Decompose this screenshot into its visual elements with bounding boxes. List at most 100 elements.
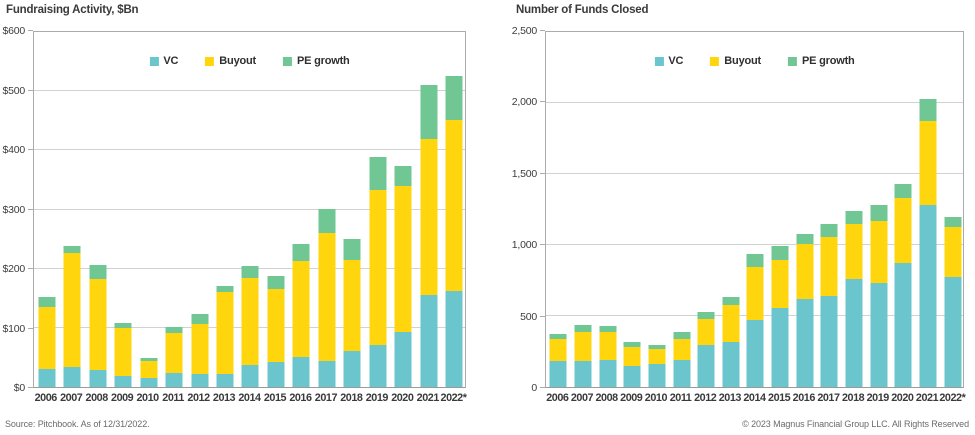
x-axis-label: 2006 <box>34 392 58 404</box>
bar-slot <box>212 32 237 387</box>
y-axis-label: 2,000 <box>511 96 537 109</box>
bar-segment-vc <box>38 368 56 387</box>
bar-segment-pe-growth <box>919 99 937 122</box>
x-axis-label: 2009 <box>111 392 134 404</box>
bar-slot <box>645 32 670 387</box>
bar-slot <box>34 32 59 387</box>
fundraising-plot-area: VC Buyout PE growth <box>33 31 466 388</box>
bar-slot <box>768 32 793 387</box>
x-axis-label: 2012 <box>694 392 717 404</box>
y-axis-tick <box>28 30 33 31</box>
bar-segment-pe-growth <box>746 253 764 268</box>
stacked-bar-2015 <box>771 32 789 387</box>
bar-segment-vc <box>89 369 107 387</box>
stacked-bar-2006 <box>38 32 56 387</box>
bar-segment-pe-growth <box>191 313 209 324</box>
bar-segment-vc <box>673 360 691 387</box>
bar-segment-buyout <box>820 236 838 297</box>
bar-segment-pe-growth <box>445 76 463 121</box>
bar-slot <box>289 32 314 387</box>
y-axis-label: 1,000 <box>511 239 537 252</box>
bar-slot <box>314 32 339 387</box>
y-axis-label: $100 <box>2 322 25 335</box>
legend-swatch-icon <box>205 56 215 66</box>
bar-segment-vc <box>216 373 234 387</box>
bar-segment-buyout <box>38 306 56 369</box>
x-axis-label: 2015 <box>768 392 791 404</box>
bar-segment-buyout <box>63 252 81 368</box>
y-axis-tick <box>540 315 545 317</box>
legend-swatch-icon <box>710 56 720 66</box>
bar-segment-pe-growth <box>697 311 715 319</box>
legend-label: VC <box>163 55 179 67</box>
stacked-bar-2018 <box>845 32 863 387</box>
bar-segment-buyout <box>89 278 107 370</box>
stacked-bar-2018 <box>343 32 361 387</box>
stacked-bar-2012 <box>697 32 715 387</box>
bar-segment-pe-growth <box>796 233 814 244</box>
bar-segment-vc <box>369 345 387 387</box>
bar-segment-buyout <box>140 360 158 379</box>
stacked-bar-2021 <box>919 32 937 387</box>
y-axis-tick <box>540 244 545 246</box>
bar-slot <box>842 32 867 387</box>
x-axis-label: 2014 <box>743 392 766 404</box>
bar-slot <box>161 32 186 387</box>
chart-legend: VC Buyout PE growth <box>149 55 350 67</box>
bar-segment-vc <box>697 345 715 387</box>
stacked-bar-2014 <box>746 32 764 387</box>
bar-segment-buyout <box>648 349 666 365</box>
stacked-bar-2006 <box>549 32 567 387</box>
y-axis-label: 500 <box>520 310 537 323</box>
bar-segment-vc <box>394 331 412 387</box>
bar-segment-buyout <box>870 220 888 284</box>
stacked-bar-2008 <box>89 32 107 387</box>
bar-slot <box>940 32 965 387</box>
bar-segment-buyout <box>673 339 691 361</box>
stacked-bar-2009 <box>114 32 132 387</box>
bar-segment-buyout <box>944 227 962 277</box>
stacked-bar-2009 <box>623 32 641 387</box>
bar-segment-pe-growth <box>894 183 912 199</box>
bar-slot <box>546 32 571 387</box>
bar-segment-pe-growth <box>394 165 412 187</box>
bar-segment-vc <box>722 341 740 387</box>
x-axis-label: 2018 <box>841 392 865 404</box>
gridline <box>546 173 963 174</box>
bar-segment-pe-growth <box>369 156 387 190</box>
y-axis-label: 0 <box>531 382 537 394</box>
bar-segment-buyout <box>267 289 285 362</box>
stacked-bar-2013 <box>216 32 234 387</box>
bar-segment-buyout <box>549 339 567 362</box>
bar-slot <box>365 32 390 387</box>
bar-segment-pe-growth <box>722 296 740 306</box>
bar-segment-buyout <box>599 332 617 361</box>
bar-segment-vc <box>746 319 764 387</box>
bar-segment-pe-growth <box>845 210 863 225</box>
bar-segment-buyout <box>292 260 310 358</box>
bar-segment-pe-growth <box>318 208 336 233</box>
x-axis-label: 2007 <box>570 392 594 404</box>
gridline <box>34 90 465 92</box>
bar-segment-pe-growth <box>623 341 641 347</box>
bar-segment-buyout <box>574 331 592 361</box>
x-axis-label: 2013 <box>718 392 742 404</box>
bar-segment-vc <box>845 279 863 387</box>
y-axis-tick <box>28 208 33 210</box>
legend-swatch-icon <box>787 56 797 66</box>
bar-segment-vc <box>445 291 463 387</box>
y-axis-tick <box>540 101 545 103</box>
bar-segment-vc <box>599 360 617 387</box>
bar-segment-buyout <box>722 305 740 342</box>
x-axis-label: 2022* <box>939 392 966 404</box>
source-note: Source: Pitchbook. As of 12/31/2022. <box>5 419 150 429</box>
stacked-bar-2012 <box>191 32 209 387</box>
bar-segment-pe-growth <box>267 276 285 290</box>
bar-segment-vc <box>870 283 888 387</box>
bar-segment-pe-growth <box>771 246 789 260</box>
x-axis-label: 2006 <box>546 392 569 404</box>
bar-segment-pe-growth <box>574 324 592 332</box>
bar-slot <box>416 32 441 387</box>
stacked-bar-2021 <box>420 32 438 387</box>
bar-segment-pe-growth <box>241 265 259 278</box>
